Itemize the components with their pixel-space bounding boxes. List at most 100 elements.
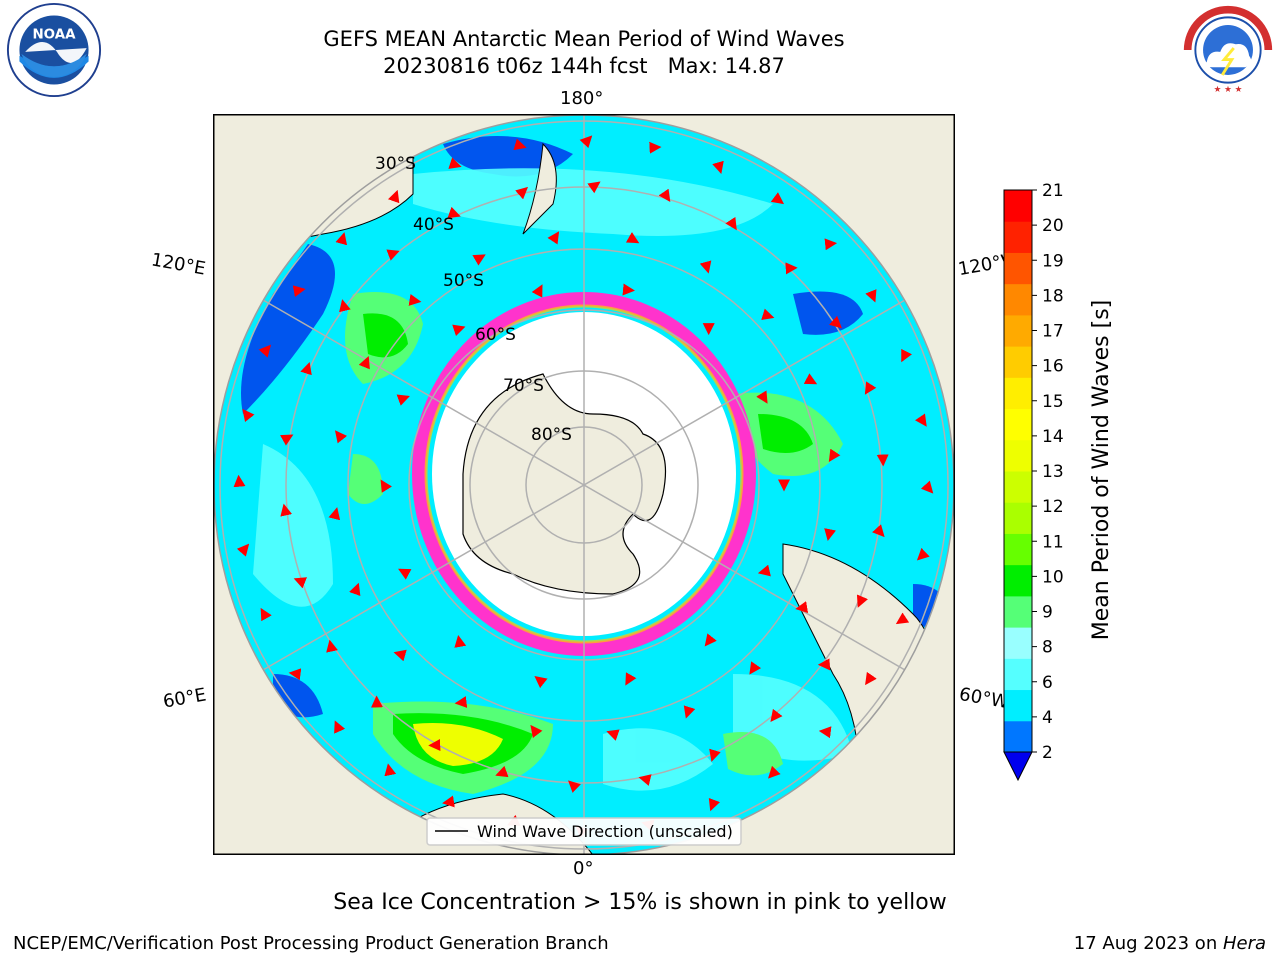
wind-wave-arrow <box>795 601 809 613</box>
wind-wave-arrow <box>872 524 885 538</box>
wind-wave-arrow <box>712 160 724 174</box>
lat-label-60: 60°S <box>475 325 516 345</box>
lat-label-70: 70°S <box>503 376 544 396</box>
wind-wave-arrow <box>513 138 527 151</box>
colorbar-tick-label: 8 <box>1042 638 1053 658</box>
wind-wave-arrow <box>704 633 717 647</box>
wind-wave-arrow <box>358 356 370 370</box>
wind-wave-arrow <box>749 661 762 675</box>
wind-wave-arrow <box>280 503 293 517</box>
wind-wave-arrow <box>339 299 351 313</box>
wind-wave-arrow <box>448 157 462 169</box>
colorbar-tick-label: 16 <box>1042 357 1064 377</box>
wind-wave-arrow <box>625 232 640 244</box>
arrow-legend-label: Wind Wave Direction (unscaled) <box>477 822 733 841</box>
colorbar-segment <box>1004 377 1032 410</box>
wind-wave-arrow <box>638 774 652 786</box>
wind-wave-arrow <box>547 231 560 245</box>
colorbar-tick-label: 15 <box>1042 392 1064 412</box>
wind-wave-arrow <box>824 528 836 542</box>
wind-wave-arrow <box>587 181 601 194</box>
wind-wave-arrow <box>708 797 721 812</box>
footer-machine: Hera <box>1222 933 1266 954</box>
lat-label-40: 40°S <box>413 215 454 235</box>
colorbar-segment <box>1004 252 1032 285</box>
map-border <box>213 114 955 855</box>
wind-wave-arrow <box>568 780 581 793</box>
colorbar-segment <box>1004 627 1032 659</box>
lon-label-180: 180° <box>560 88 604 109</box>
wind-wave-arrow <box>534 675 548 689</box>
wind-wave-arrow <box>606 729 620 741</box>
colorbar-tick-label: 12 <box>1042 497 1064 517</box>
colorbar-segment <box>1004 346 1032 378</box>
wind-wave-arrow <box>531 284 543 298</box>
wind-wave-arrow <box>699 260 712 274</box>
colorbar-segment <box>1004 533 1032 566</box>
colorbar-tick-label: 20 <box>1042 216 1064 236</box>
wind-wave-arrow <box>916 547 930 561</box>
lat-label-80: 80°S <box>531 425 572 445</box>
wind-wave-arrow <box>709 748 721 762</box>
wind-wave-arrow <box>920 480 934 494</box>
wind-wave-arrow <box>300 361 312 376</box>
colorbar-segment <box>1004 221 1032 253</box>
colorbar-tick-label: 19 <box>1042 251 1064 271</box>
lat-label-50: 50°S <box>443 271 484 291</box>
wind-wave-arrow <box>530 724 543 739</box>
sea-ice-note: Sea Ice Concentration > 15% is shown in … <box>333 890 947 915</box>
wind-wave-arrow <box>828 448 841 462</box>
chart-title: GEFS MEAN Antarctic Mean Period of Wind … <box>323 27 845 51</box>
graticule <box>219 115 949 855</box>
wind-wave-arrow <box>236 543 250 557</box>
wind-wave-arrow <box>398 568 412 580</box>
colorbar: 2 4 6 8 9 10 11 12 13 14 15 16 17 18 19 20 21 Mean Perio… <box>1003 181 1114 782</box>
wind-wave-arrow <box>803 373 818 385</box>
colorbar-segment <box>1004 283 1032 316</box>
wind-wave-arrow <box>768 765 781 779</box>
nws-logo: ★ ★ ★ <box>1181 3 1275 97</box>
colorbar-segment <box>1004 658 1032 691</box>
wind-wave-arrow <box>386 249 400 261</box>
wind-wave-arrow <box>334 720 346 734</box>
wind-wave-arrow <box>785 262 798 275</box>
wind-wave-arrow <box>328 507 341 521</box>
noaa-logo: NOAA <box>6 2 102 98</box>
wind-wave-arrow <box>292 285 306 298</box>
wind-wave-arrow <box>901 348 912 363</box>
wind-wave-arrow <box>288 668 302 681</box>
colorbar-label: Mean Period of Wind Waves [s] <box>1089 300 1114 640</box>
wind-wave-arrow <box>865 671 877 686</box>
svg-text:★ ★ ★: ★ ★ ★ <box>1214 85 1243 95</box>
colorbar-under-extension <box>1003 751 1033 782</box>
wind-wave-arrow <box>915 413 927 427</box>
footer-credit: NCEP/EMC/Verification Post Processing Pr… <box>13 933 609 954</box>
wind-wave-arrow <box>452 324 466 337</box>
wind-wave-arrow <box>349 582 361 597</box>
wind-wave-arrow <box>447 206 461 219</box>
wind-wave-arrow <box>454 696 468 709</box>
footer-date-text: 17 Aug 2023 on <box>1073 933 1223 954</box>
wind-wave-arrow <box>293 577 308 589</box>
wind-wave-arrow <box>495 765 509 778</box>
wind-wave-arrow <box>472 254 486 266</box>
wind-wave-arrow <box>757 564 771 577</box>
wind-wave-arrow <box>761 308 775 321</box>
colorbar-segment <box>1004 408 1032 441</box>
new-zealand <box>522 142 557 235</box>
wind-wave-arrow <box>454 634 467 648</box>
colorbar-tick-label: 18 <box>1042 286 1064 306</box>
wind-wave-arrow <box>579 135 593 149</box>
wind-wave-arrow <box>770 708 783 723</box>
colorbar-tick-label: 13 <box>1042 462 1064 482</box>
colorbar-tick-label: 21 <box>1042 181 1064 201</box>
wind-wave-arrow <box>326 639 338 653</box>
wind-wave-arrow <box>824 238 838 251</box>
wind-wave-arrow <box>334 430 348 444</box>
colorbar-segment <box>1004 595 1032 628</box>
wind-wave-arrow <box>408 294 422 306</box>
wind-wave-arrow <box>864 381 877 395</box>
colorbar-segment <box>1004 502 1032 534</box>
wind-wave-arrow <box>818 726 832 739</box>
colorbar-segment <box>1004 720 1032 753</box>
